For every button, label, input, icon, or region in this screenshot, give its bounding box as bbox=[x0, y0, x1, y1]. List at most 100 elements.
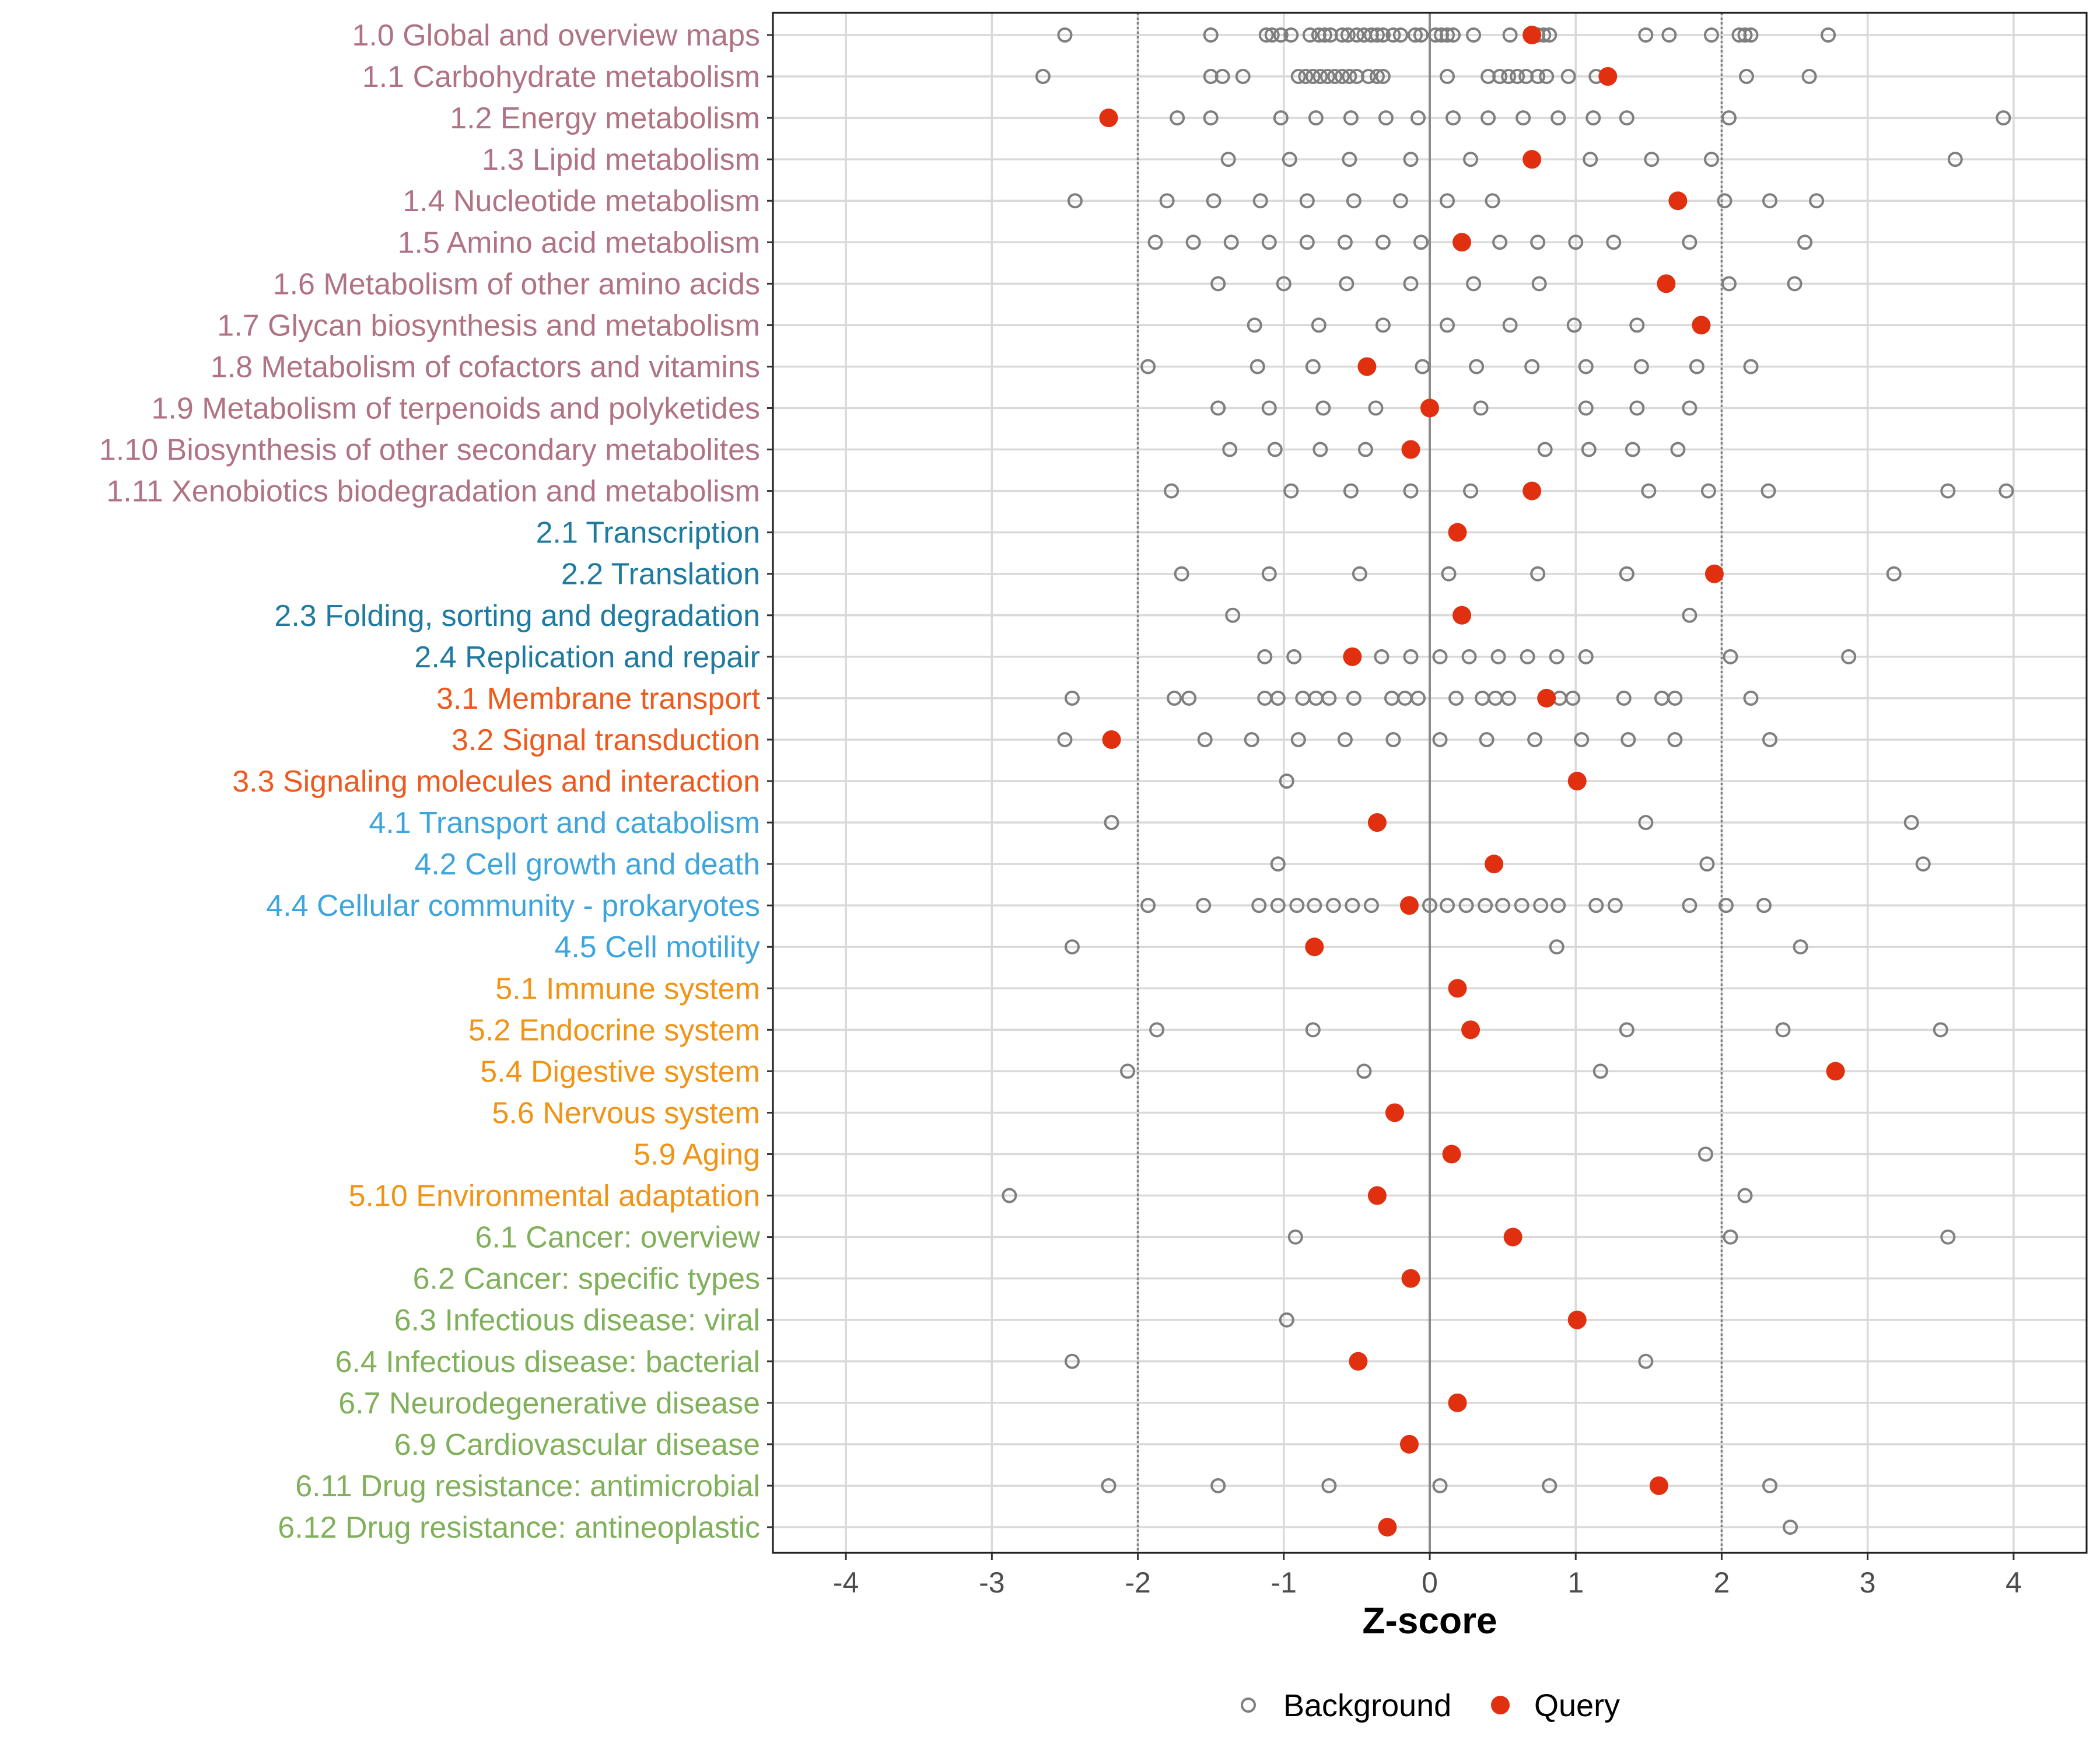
background-point bbox=[1057, 732, 1073, 747]
background-point bbox=[1067, 193, 1083, 209]
background-point bbox=[1760, 483, 1776, 499]
background-point bbox=[1700, 483, 1716, 499]
background-point bbox=[1607, 898, 1623, 914]
background-point bbox=[1633, 359, 1649, 374]
background-point bbox=[1502, 27, 1518, 43]
background-point bbox=[1809, 193, 1825, 209]
background-point bbox=[1410, 110, 1426, 126]
background-point bbox=[1441, 566, 1457, 582]
background-point bbox=[1461, 649, 1477, 664]
background-point bbox=[1762, 193, 1778, 209]
background-point bbox=[1566, 317, 1582, 333]
background-point bbox=[1305, 69, 1321, 85]
background-point bbox=[1801, 69, 1817, 85]
x-tick-label: -3 bbox=[979, 1566, 1005, 1599]
background-point bbox=[1448, 690, 1464, 706]
reference-lines bbox=[1136, 13, 1723, 1553]
background-point bbox=[1915, 856, 1931, 872]
query-point bbox=[1522, 150, 1542, 169]
background-point bbox=[1210, 400, 1226, 416]
background-point bbox=[1717, 193, 1732, 209]
background-point bbox=[1699, 856, 1715, 872]
background-point bbox=[1638, 815, 1654, 831]
background-point bbox=[1413, 27, 1429, 43]
background-point bbox=[1312, 69, 1328, 85]
background-point bbox=[1317, 27, 1332, 43]
background-point bbox=[1743, 27, 1759, 43]
query-point bbox=[1485, 855, 1504, 874]
background-point bbox=[1261, 400, 1277, 416]
background-point bbox=[1463, 152, 1479, 167]
background-point bbox=[1689, 359, 1704, 374]
background-point bbox=[1283, 27, 1299, 43]
background-point bbox=[1999, 483, 2014, 499]
background-point bbox=[1629, 400, 1645, 416]
background-point bbox=[1644, 152, 1660, 167]
category-label: 1.0 Global and overview maps bbox=[352, 19, 761, 52]
background-point bbox=[1620, 732, 1636, 747]
background-point bbox=[1315, 400, 1331, 416]
background-point bbox=[1120, 1063, 1136, 1079]
background-point bbox=[1352, 566, 1367, 582]
background-point bbox=[1583, 152, 1598, 167]
background-point bbox=[1539, 69, 1555, 85]
query-point bbox=[1668, 191, 1688, 211]
x-tick-label: -4 bbox=[833, 1566, 859, 1599]
background-point bbox=[1356, 1063, 1372, 1079]
background-point bbox=[1537, 442, 1553, 457]
background-point bbox=[1203, 110, 1219, 126]
background-point bbox=[1244, 732, 1259, 747]
background-point bbox=[1149, 1022, 1165, 1038]
background-point bbox=[1542, 1478, 1558, 1493]
background-point bbox=[1661, 27, 1677, 43]
background-point bbox=[1510, 69, 1525, 85]
background-point bbox=[1479, 732, 1494, 747]
background-points bbox=[1002, 27, 2014, 1535]
background-point bbox=[1337, 235, 1353, 250]
background-point bbox=[1210, 1478, 1226, 1493]
query-point bbox=[1349, 1352, 1368, 1371]
background-point bbox=[1392, 27, 1408, 43]
background-point bbox=[1223, 235, 1239, 250]
background-point bbox=[1181, 690, 1197, 706]
background-point bbox=[1403, 152, 1419, 167]
background-point bbox=[1392, 193, 1408, 209]
x-tick-label: 3 bbox=[1860, 1566, 1876, 1599]
background-point bbox=[1588, 898, 1604, 914]
background-point bbox=[1403, 483, 1419, 499]
background-point bbox=[1220, 152, 1236, 167]
background-point bbox=[1375, 27, 1391, 43]
background-point bbox=[1140, 359, 1156, 374]
category-label: 2.3 Folding, sorting and degradation bbox=[274, 599, 760, 633]
category-label: 2.1 Transcription bbox=[536, 516, 760, 550]
background-point bbox=[1723, 649, 1738, 664]
background-point bbox=[1549, 939, 1564, 955]
background-point bbox=[1340, 27, 1356, 43]
category-label: 3.1 Membrane transport bbox=[436, 682, 760, 716]
background-point bbox=[1334, 27, 1350, 43]
background-point bbox=[1290, 69, 1306, 85]
background-point bbox=[1342, 69, 1357, 85]
background-point bbox=[1403, 276, 1419, 292]
background-point bbox=[1581, 442, 1597, 457]
background-point bbox=[1469, 359, 1485, 374]
background-point bbox=[1432, 1478, 1448, 1493]
background-point bbox=[1501, 69, 1517, 85]
background-point bbox=[1432, 732, 1448, 747]
background-point bbox=[1403, 649, 1419, 664]
background-point bbox=[1247, 317, 1262, 333]
background-point bbox=[1339, 276, 1354, 292]
background-point bbox=[1064, 1353, 1080, 1369]
background-point bbox=[1299, 235, 1315, 250]
background-point bbox=[1641, 483, 1657, 499]
background-point bbox=[1261, 566, 1277, 582]
background-point bbox=[1578, 400, 1594, 416]
background-point bbox=[1473, 400, 1489, 416]
x-tick-label: 0 bbox=[1422, 1566, 1438, 1599]
background-point bbox=[1947, 152, 1963, 167]
background-point bbox=[1299, 193, 1315, 209]
background-point bbox=[1531, 276, 1547, 292]
background-point bbox=[1214, 69, 1230, 85]
query-point bbox=[1401, 440, 1420, 459]
background-point bbox=[1422, 898, 1437, 914]
